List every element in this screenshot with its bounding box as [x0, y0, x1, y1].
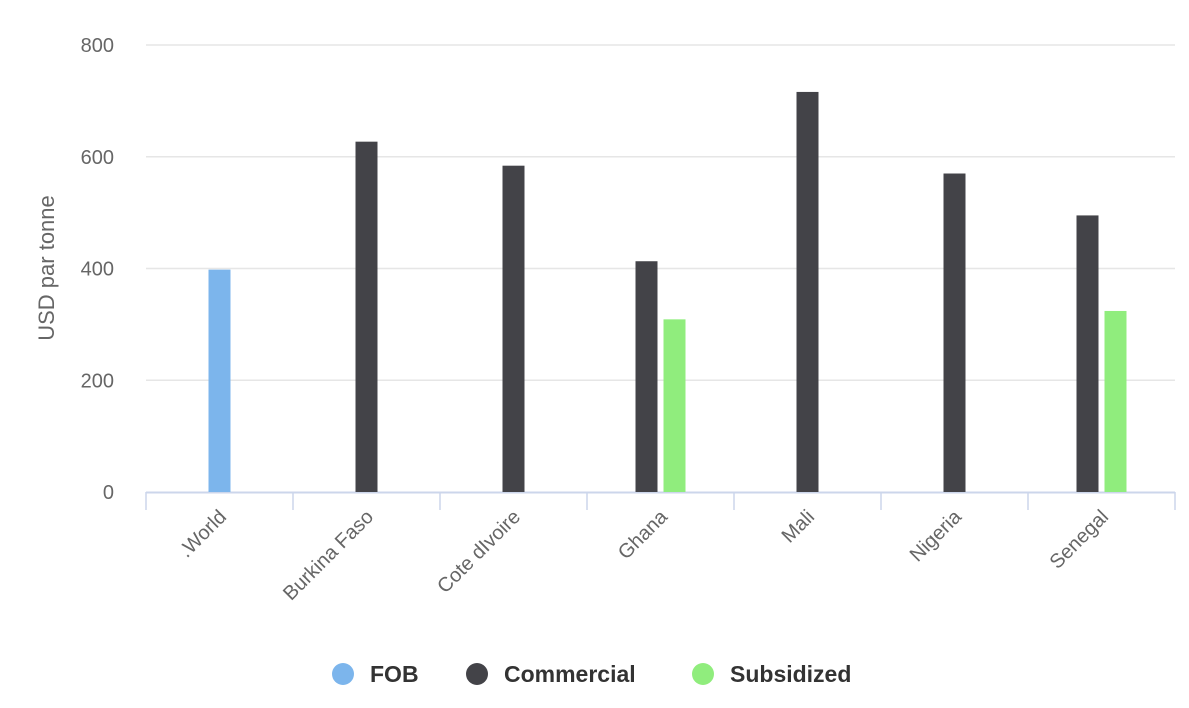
legend-item-commercial[interactable]: Commercial — [466, 661, 636, 687]
legend-label: FOB — [370, 661, 419, 687]
y-tick-label: 0 — [103, 482, 114, 504]
x-tick-label: Nigeria — [906, 505, 967, 566]
bar-commercial[interactable] — [355, 141, 378, 492]
y-tick-label: 200 — [81, 370, 114, 392]
x-tick-label: Ghana — [614, 505, 673, 564]
y-tick-label: 800 — [81, 35, 114, 57]
bar-commercial[interactable] — [502, 165, 525, 492]
gridlines — [146, 44, 1175, 381]
y-tick-label: 400 — [81, 259, 114, 281]
legend-marker — [332, 663, 354, 685]
x-tick-label: Mali — [778, 506, 819, 547]
bars — [208, 91, 1127, 492]
bar-commercial[interactable] — [943, 173, 966, 492]
bar-fob[interactable] — [208, 269, 231, 492]
legend-label: Commercial — [504, 661, 636, 687]
x-axis-labels: .World Burkina Faso Cote dIvoire Ghana Mali N… — [175, 505, 1113, 605]
y-axis-title: USD par tonne — [34, 195, 59, 341]
x-tick-label: Burkina Faso — [279, 506, 378, 605]
x-tick-label: Senegal — [1046, 506, 1113, 573]
bar-commercial[interactable] — [635, 261, 658, 492]
legend-marker — [466, 663, 488, 685]
legend-label: Subsidized — [730, 661, 851, 687]
bar-commercial[interactable] — [796, 91, 819, 492]
bar-subsidized[interactable] — [1104, 310, 1127, 492]
x-tick-label: Cote dIvoire — [433, 506, 525, 598]
legend: FOB Commercial Subsidized — [332, 661, 851, 687]
legend-item-subsidized[interactable]: Subsidized — [692, 661, 851, 687]
bar-subsidized[interactable] — [663, 319, 686, 492]
legend-item-fob[interactable]: FOB — [332, 661, 419, 687]
y-tick-label: 600 — [81, 147, 114, 169]
x-axis — [145, 491, 1176, 510]
x-tick-label: .World — [175, 506, 231, 562]
y-axis-ticks: 0 200 400 600 800 — [81, 35, 114, 504]
bar-commercial[interactable] — [1076, 215, 1099, 492]
legend-marker — [692, 663, 714, 685]
